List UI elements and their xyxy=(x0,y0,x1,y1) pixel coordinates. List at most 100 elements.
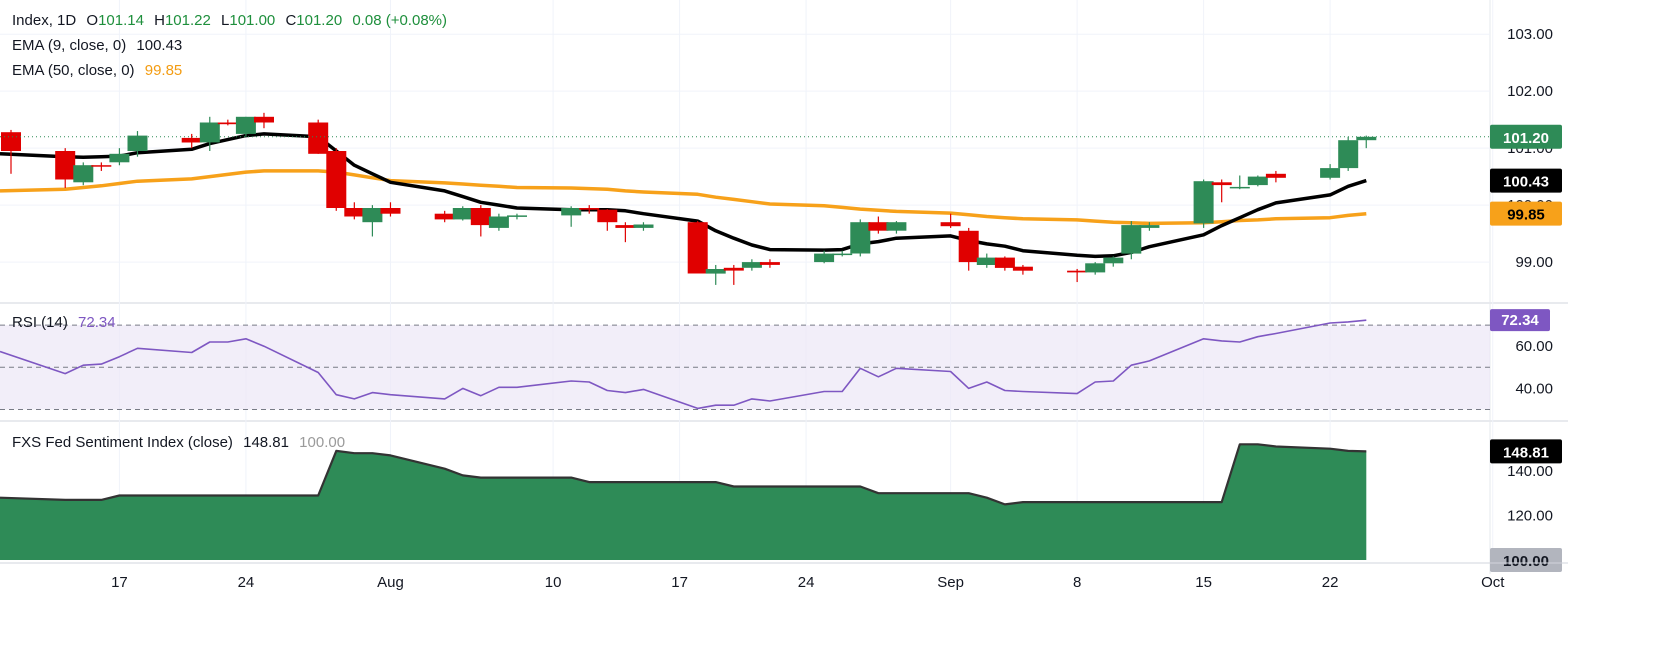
date-tick-label: 15 xyxy=(1195,574,1212,591)
candle-body xyxy=(235,116,256,134)
candle-body xyxy=(199,122,220,143)
fxs-value-tag: 148.81 xyxy=(1503,444,1549,461)
ema9-legend-value: 100.43 xyxy=(136,37,183,54)
date-tick-label: 24 xyxy=(798,574,815,591)
candle-body xyxy=(73,165,94,183)
fxs-legend[interactable]: FXS Fed Sentiment Index (close) 148.81 1… xyxy=(12,434,351,451)
candle-body xyxy=(1139,225,1160,228)
symbol-label: Index, 1D xyxy=(12,12,77,29)
fxs-tick-label: 140.00 xyxy=(1507,463,1553,480)
date-tick-label: Sep xyxy=(937,574,964,591)
price-tick-label: 102.00 xyxy=(1507,83,1553,100)
last-price-tag: 101.20 xyxy=(1503,130,1549,147)
fxs-line xyxy=(0,443,1367,506)
change-label: 0.08 (+0.08%) xyxy=(352,12,447,29)
ohlc-legend: Index, 1D O101.14 H101.22 L101.00 C101.2… xyxy=(12,12,453,29)
candle-body xyxy=(868,222,889,231)
candle-body xyxy=(1067,270,1088,273)
candle-body xyxy=(1103,257,1124,264)
open-label: O101.14 xyxy=(86,12,144,29)
rsi-legend-label: RSI (14) xyxy=(12,314,68,331)
candle-body xyxy=(687,222,708,274)
date-tick-label: 17 xyxy=(671,574,688,591)
candle-body xyxy=(994,257,1015,268)
candle-body xyxy=(976,257,997,265)
high-label: H101.22 xyxy=(154,12,211,29)
rsi-tick-label: 60.00 xyxy=(1515,338,1553,355)
chart-root: 103.00102.00101.00100.0099.001724Aug1017… xyxy=(0,0,1568,591)
ema9-price-tag: 100.43 xyxy=(1503,174,1549,191)
candle-body xyxy=(832,253,853,256)
rsi-band xyxy=(0,325,1490,410)
low-label: L101.00 xyxy=(221,12,276,29)
fxs-legend-baseline: 100.00 xyxy=(299,434,346,451)
rsi-legend[interactable]: RSI (14) 72.34 xyxy=(12,314,122,331)
candle-body xyxy=(615,225,636,228)
ema50-legend[interactable]: EMA (50, close, 0) 99.85 xyxy=(12,62,188,79)
close-label: C101.20 xyxy=(285,12,343,29)
candle-body xyxy=(1247,176,1268,186)
candle-body xyxy=(1265,173,1286,178)
candle-body xyxy=(91,165,112,167)
candle-body xyxy=(759,262,780,265)
date-tick-label: 10 xyxy=(545,574,562,591)
date-tick-label: Oct xyxy=(1481,574,1505,591)
rsi-tick-label: 40.00 xyxy=(1515,380,1553,397)
candle-body xyxy=(362,208,383,223)
ema9-price-tag-bg xyxy=(1490,168,1562,193)
ema9-legend-label: EMA (9, close, 0) xyxy=(12,37,127,54)
candle-body xyxy=(326,151,347,208)
ema9-legend[interactable]: EMA (9, close, 0) 100.43 xyxy=(12,37,188,54)
candle-body xyxy=(434,213,455,220)
candle-body xyxy=(1012,266,1033,271)
fxs-baseline-tag-bg xyxy=(1490,548,1562,572)
candle-body xyxy=(1193,181,1214,224)
price-tick-label: 99.00 xyxy=(1515,254,1553,271)
candle-body xyxy=(127,135,148,151)
candle-body xyxy=(109,153,130,163)
candle-body xyxy=(507,215,527,217)
chart-canvas: 103.00102.00101.00100.0099.001724Aug1017… xyxy=(0,0,1568,591)
last-price-tag-bg xyxy=(1490,124,1562,149)
candle-body xyxy=(1,132,21,151)
fxs-tag-bg xyxy=(1490,439,1562,464)
ema50-line xyxy=(0,169,1367,226)
candle-body xyxy=(850,222,871,254)
rsi-legend-value: 72.34 xyxy=(78,314,116,331)
candle-body xyxy=(561,208,582,216)
date-tick-label: 8 xyxy=(1073,574,1081,591)
candle-body xyxy=(1338,140,1359,169)
candle-body xyxy=(741,262,762,268)
candle-body xyxy=(597,209,618,223)
rsi-tag-bg xyxy=(1490,309,1550,332)
candle-body xyxy=(488,216,509,228)
date-tick-label: 17 xyxy=(111,574,128,591)
candle-body xyxy=(958,230,979,263)
candle-body xyxy=(1211,182,1232,186)
candle-body xyxy=(181,137,202,143)
candle-body xyxy=(1356,136,1377,141)
candle-body xyxy=(1085,263,1106,273)
candle-body xyxy=(452,208,473,220)
candle-body xyxy=(1229,186,1250,189)
candle-body xyxy=(886,222,907,231)
fxs-baseline-tag: 100.00 xyxy=(1503,553,1549,570)
candle-body xyxy=(217,122,238,125)
candle-body xyxy=(344,208,365,217)
fxs-area xyxy=(0,444,1367,560)
fxs-legend-label: FXS Fed Sentiment Index (close) xyxy=(12,434,233,451)
date-tick-label: Aug xyxy=(377,574,404,591)
candle-body xyxy=(308,122,329,154)
candle-body xyxy=(579,208,600,210)
price-tick-label: 103.00 xyxy=(1507,26,1553,43)
candle-body xyxy=(940,222,961,227)
candle-body xyxy=(633,224,654,228)
candle-body xyxy=(1121,225,1142,254)
date-tick-label: 24 xyxy=(238,574,255,591)
ema50-legend-value: 99.85 xyxy=(144,62,183,79)
candle-body xyxy=(470,208,491,226)
candle-body xyxy=(705,269,726,274)
fxs-legend-value: 148.81 xyxy=(243,434,289,451)
candle-body xyxy=(814,253,835,263)
candle-body xyxy=(55,151,76,180)
